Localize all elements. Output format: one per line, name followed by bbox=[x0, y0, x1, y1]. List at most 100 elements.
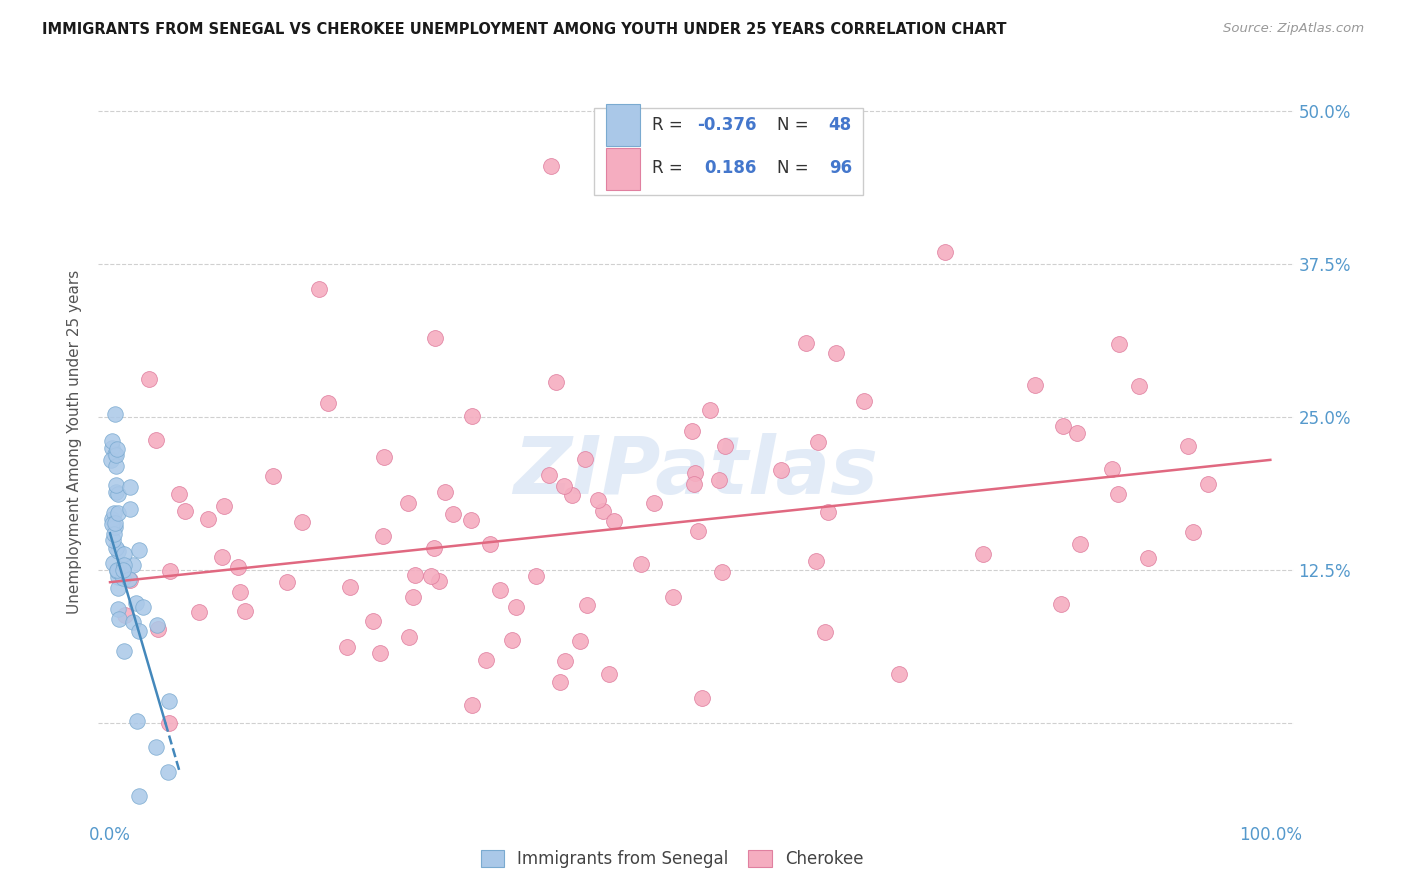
Text: ZIPatlas: ZIPatlas bbox=[513, 433, 879, 511]
Point bbox=[118, 574, 141, 588]
Point bbox=[112, 563, 135, 577]
FancyBboxPatch shape bbox=[606, 148, 640, 190]
Point bbox=[101, 512, 124, 526]
Point bbox=[197, 512, 219, 526]
Point bbox=[104, 448, 127, 462]
Point bbox=[104, 516, 127, 530]
Point bbox=[441, 508, 464, 522]
Point bbox=[122, 558, 145, 572]
Point bbox=[107, 612, 129, 626]
Point bbox=[662, 591, 685, 605]
Point bbox=[107, 570, 129, 584]
Point bbox=[105, 478, 128, 492]
Point bbox=[807, 434, 830, 449]
Point bbox=[101, 441, 124, 455]
Point bbox=[104, 520, 127, 534]
Point bbox=[368, 646, 391, 660]
Point bbox=[769, 463, 792, 477]
Point bbox=[1136, 551, 1159, 566]
Point bbox=[643, 496, 665, 510]
Point bbox=[262, 469, 284, 483]
Point bbox=[460, 513, 482, 527]
Point bbox=[685, 466, 707, 480]
Point bbox=[1049, 597, 1071, 611]
Point bbox=[112, 547, 135, 561]
Point bbox=[291, 516, 314, 530]
Point bbox=[575, 599, 598, 613]
Point bbox=[681, 424, 703, 438]
Point bbox=[934, 244, 956, 259]
Point bbox=[107, 581, 129, 595]
Point bbox=[419, 568, 441, 582]
Point bbox=[505, 600, 527, 615]
Point bbox=[373, 450, 395, 464]
Point bbox=[1066, 426, 1088, 441]
Point bbox=[159, 564, 181, 578]
Point bbox=[107, 544, 129, 558]
Point bbox=[429, 574, 451, 588]
Text: IMMIGRANTS FROM SENEGAL VS CHEROKEE UNEMPLOYMENT AMONG YOUTH UNDER 25 YEARS CORR: IMMIGRANTS FROM SENEGAL VS CHEROKEE UNEM… bbox=[42, 22, 1007, 37]
Point bbox=[145, 434, 167, 448]
Point bbox=[128, 624, 150, 639]
Point bbox=[423, 541, 446, 556]
Point bbox=[308, 282, 330, 296]
Text: 96: 96 bbox=[828, 160, 852, 178]
Text: R =: R = bbox=[652, 116, 688, 134]
Point bbox=[101, 556, 124, 570]
Point bbox=[276, 575, 298, 590]
Point bbox=[460, 409, 482, 423]
Point bbox=[434, 485, 457, 500]
Text: N =: N = bbox=[778, 160, 814, 178]
Point bbox=[1069, 537, 1091, 551]
Point bbox=[853, 394, 876, 409]
Point bbox=[107, 506, 129, 520]
Point bbox=[1181, 525, 1204, 540]
Point bbox=[105, 565, 128, 579]
Point bbox=[603, 514, 626, 528]
Point bbox=[553, 479, 575, 493]
Point bbox=[104, 485, 127, 500]
Point bbox=[112, 644, 135, 658]
Point bbox=[814, 625, 837, 640]
Point bbox=[103, 533, 125, 547]
Point bbox=[118, 573, 141, 587]
Point bbox=[398, 630, 420, 644]
Point bbox=[1052, 418, 1074, 433]
Point bbox=[157, 764, 180, 779]
Point bbox=[112, 558, 135, 572]
Point bbox=[105, 563, 128, 577]
Point bbox=[316, 396, 339, 410]
Point bbox=[711, 566, 734, 580]
Point bbox=[475, 653, 498, 667]
Point bbox=[336, 640, 359, 654]
Point bbox=[796, 336, 818, 351]
Point bbox=[1101, 462, 1123, 476]
Point bbox=[598, 666, 620, 681]
Point bbox=[683, 476, 706, 491]
Point bbox=[690, 691, 713, 706]
Point bbox=[489, 583, 512, 598]
Point bbox=[107, 487, 129, 501]
Point bbox=[423, 330, 446, 344]
Point bbox=[169, 487, 191, 501]
Point bbox=[104, 447, 127, 461]
Point bbox=[103, 527, 125, 541]
Point bbox=[524, 568, 547, 582]
Point bbox=[824, 346, 846, 360]
Y-axis label: Unemployment Among Youth under 25 years: Unemployment Among Youth under 25 years bbox=[67, 269, 83, 614]
Point bbox=[361, 614, 384, 628]
Point bbox=[574, 452, 596, 467]
FancyBboxPatch shape bbox=[606, 104, 640, 146]
Point bbox=[339, 581, 361, 595]
Point bbox=[568, 634, 591, 648]
Point bbox=[100, 434, 122, 448]
Point bbox=[806, 554, 828, 568]
Point bbox=[105, 541, 128, 556]
Point bbox=[107, 601, 129, 615]
Point bbox=[714, 439, 737, 453]
Point bbox=[478, 537, 501, 551]
Point bbox=[540, 160, 562, 174]
Point bbox=[121, 615, 143, 629]
Point bbox=[128, 543, 150, 558]
Point bbox=[1107, 487, 1129, 501]
